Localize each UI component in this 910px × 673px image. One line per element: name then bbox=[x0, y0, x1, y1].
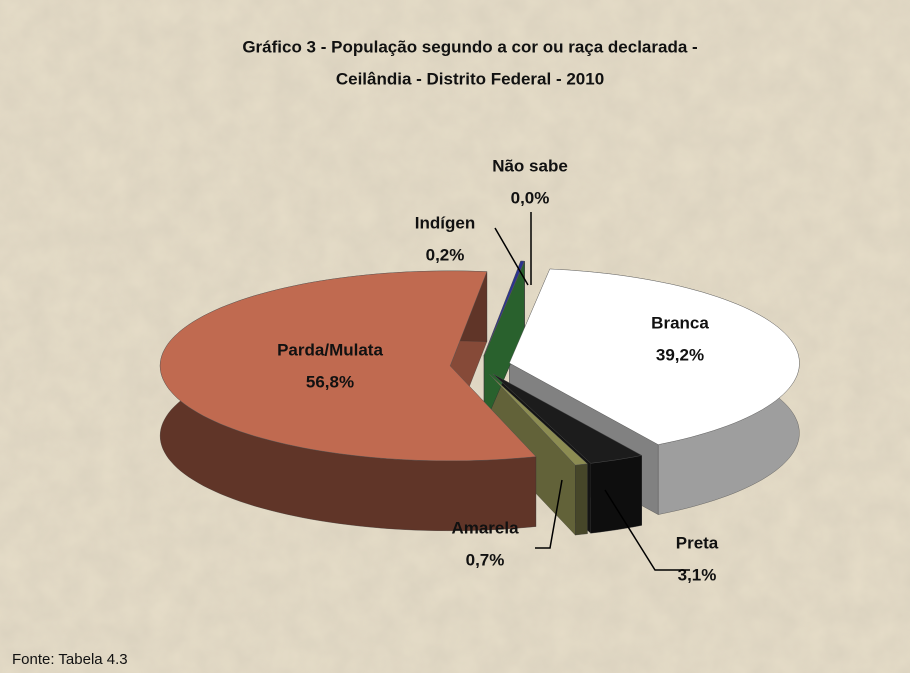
slice bbox=[492, 373, 643, 464]
category-label: Indígen bbox=[415, 213, 475, 232]
slice bbox=[489, 374, 588, 466]
category-label: Parda/Mulata bbox=[277, 340, 383, 359]
source-note: Fonte: Tabela 4.3 bbox=[12, 651, 128, 668]
value-label: 0,7% bbox=[466, 550, 505, 569]
labels: Branca 39,2% Preta 3,1% Amarela 0,7% Parda/Mul… bbox=[277, 156, 719, 584]
category-label: Branca bbox=[651, 313, 709, 332]
slice-wall bbox=[590, 455, 642, 534]
value-label: 0,0% bbox=[511, 188, 550, 207]
category-label: Não sabe bbox=[492, 156, 568, 175]
chart-title: Ceilândia - Distrito Federal - 2010 bbox=[336, 69, 604, 88]
leader-line bbox=[604, 489, 690, 571]
pie bbox=[159, 260, 800, 536]
value-label: 3,1% bbox=[678, 565, 717, 584]
leader-line bbox=[535, 479, 563, 549]
slice bbox=[159, 270, 537, 461]
slice bbox=[483, 261, 525, 356]
value-label: 39,2% bbox=[656, 345, 704, 364]
category-label: Amarela bbox=[451, 518, 519, 537]
leader-line bbox=[494, 227, 529, 286]
slice bbox=[509, 268, 800, 445]
chart-title: Gráfico 3 - População segundo a cor ou r… bbox=[242, 37, 697, 56]
value-label: 56,8% bbox=[306, 372, 354, 391]
category-label: Preta bbox=[676, 533, 719, 552]
slice-wall bbox=[575, 463, 588, 536]
value-label: 0,2% bbox=[426, 245, 465, 264]
